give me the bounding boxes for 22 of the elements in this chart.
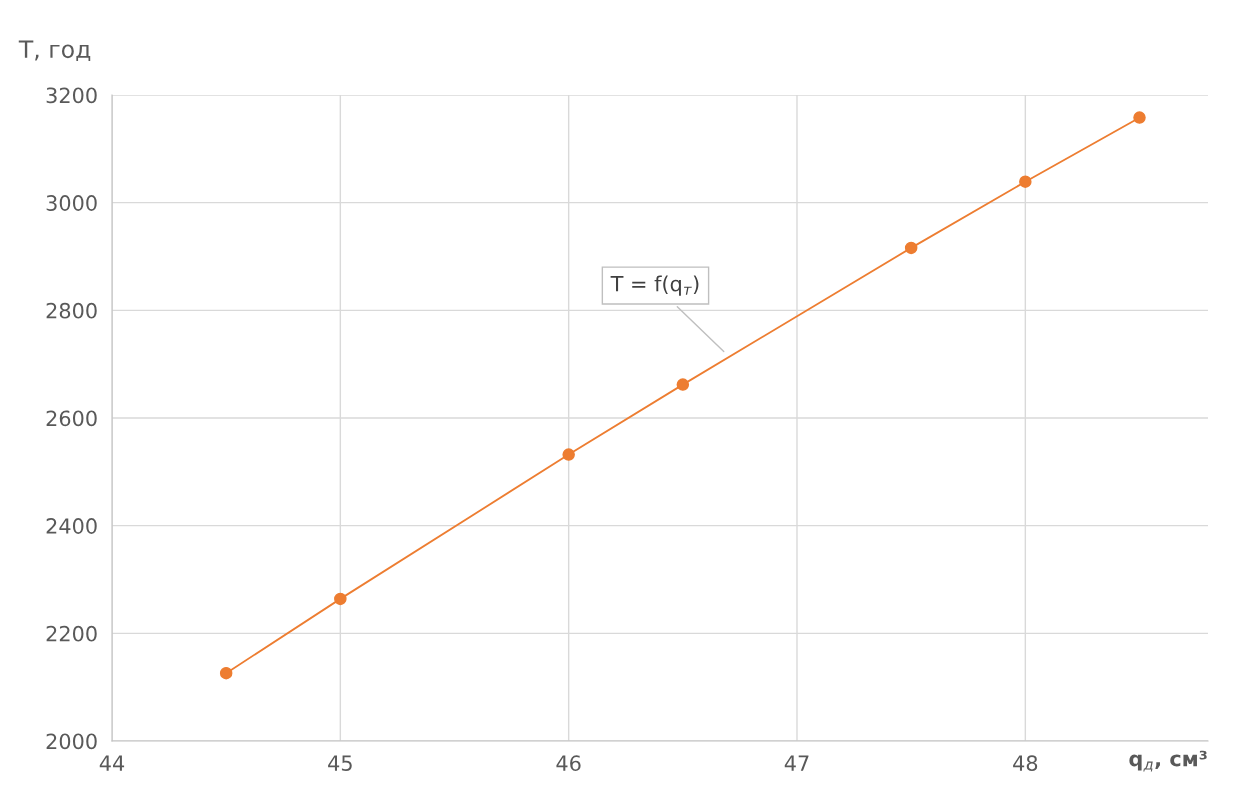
- x-tick-label: 47: [784, 755, 809, 771]
- x-tick-label: 45: [328, 755, 352, 772]
- point: [1019, 175, 1032, 188]
- y-tick-label: 3000: [46, 195, 97, 211]
- y-tick-label: 2200: [46, 625, 97, 642]
- annotation: T = f(q$_{т}$): [610, 275, 699, 296]
- y-tick-label: 2600: [46, 410, 97, 427]
- y-tick-label: 2800: [46, 302, 97, 319]
- x-axis-title: q$_{д}$, см³: [1129, 750, 1207, 772]
- point: [562, 448, 575, 461]
- y-tick-label: 3200: [46, 87, 97, 104]
- y-tick-label: 2000: [46, 733, 97, 750]
- y-axis-title: T, год: [18, 40, 91, 62]
- x-tick-label: 48: [1013, 755, 1038, 772]
- point: [1133, 111, 1146, 124]
- y-tick-label: 2400: [46, 518, 97, 534]
- point: [334, 592, 347, 606]
- point: [219, 666, 233, 680]
- point: [904, 241, 918, 255]
- x-tick-label: 46: [556, 755, 581, 772]
- x-tick-label: 44: [99, 755, 125, 771]
- point: [676, 378, 690, 391]
